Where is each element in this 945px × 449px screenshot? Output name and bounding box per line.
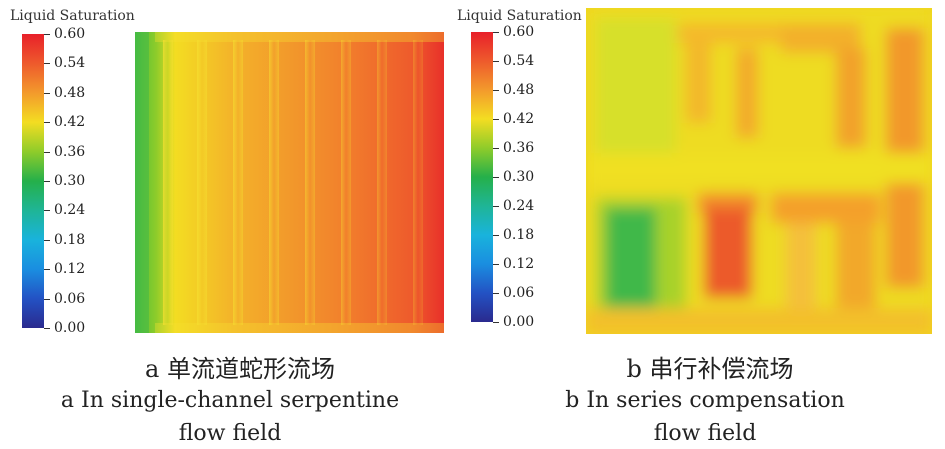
colorbar-tick — [44, 240, 50, 241]
colorbar-tick — [493, 61, 499, 62]
serpentine-channel-rib — [197, 40, 207, 325]
colorbar-tick-label: 0.24 — [54, 202, 86, 218]
colorbar-tick-label: 0.12 — [503, 256, 535, 272]
caption-a-english-line2: flow field — [178, 421, 282, 446]
colorbar-tick — [44, 210, 50, 211]
colorbar-tick-label: 0.42 — [503, 111, 535, 127]
caption-a-english-line1: a In single-channel serpentine — [60, 388, 400, 413]
colorbar-tick-label: 0.18 — [54, 232, 86, 248]
colorbar-tick — [44, 299, 50, 300]
colorbar-tick — [493, 177, 499, 178]
colorbar-tick-label: 0.24 — [503, 198, 535, 214]
colorbar-tick — [493, 206, 499, 207]
colorbar-tick — [493, 264, 499, 265]
caption-b-english-line2: flow field — [653, 421, 757, 446]
colorbar-b-title: Liquid Saturation — [457, 8, 582, 24]
colorbar-tick-label: 0.54 — [54, 55, 86, 71]
colorbar-tick — [44, 63, 50, 64]
colorbar-tick-label: 0.30 — [54, 173, 86, 189]
colorbar-tick-label: 0.18 — [503, 227, 535, 243]
colorbar-tick — [493, 293, 499, 294]
colorbar-tick-label: 0.54 — [503, 53, 535, 69]
colorbar-tick — [44, 269, 50, 270]
colorbar-tick — [493, 148, 499, 149]
colorbar-tick-label: 0.00 — [503, 314, 535, 330]
colorbar-tick — [493, 322, 499, 323]
colorbar-tick — [493, 90, 499, 91]
colorbar-tick-label: 0.48 — [54, 85, 86, 101]
colorbar-tick — [44, 181, 50, 182]
colorbar-a-title: Liquid Saturation — [10, 8, 135, 24]
colorbar-tick-label: 0.36 — [503, 140, 535, 156]
colorbar-tick — [493, 235, 499, 236]
liquid-saturation-map-series-compensation — [586, 8, 932, 334]
serpentine-channel-rib — [269, 40, 279, 325]
colorbar-tick — [493, 119, 499, 120]
colorbar-b — [471, 32, 493, 322]
colorbar-tick — [44, 34, 50, 35]
caption-b-english-line1: b In series compensation — [565, 388, 845, 413]
serpentine-channel-rib — [233, 40, 243, 325]
serpentine-channel-rib — [305, 40, 315, 325]
colorbar-tick-label: 0.60 — [503, 24, 535, 40]
colorbar-tick-label: 0.06 — [54, 291, 86, 307]
colorbar-tick — [44, 152, 50, 153]
serpentine-channel-rib — [377, 40, 387, 325]
colorbar-tick-label: 0.12 — [54, 261, 86, 277]
colorbar-tick-label: 0.00 — [54, 320, 86, 336]
colorbar-a — [22, 34, 44, 328]
serpentine-channel-rib — [341, 40, 351, 325]
colorbar-tick-label: 0.48 — [503, 82, 535, 98]
colorbar-tick-label: 0.60 — [54, 26, 86, 42]
serpentine-channel-rib — [163, 40, 173, 325]
colorbar-tick-label: 0.36 — [54, 144, 86, 160]
colorbar-tick — [44, 93, 50, 94]
colorbar-tick-label: 0.30 — [503, 169, 535, 185]
colorbar-tick-label: 0.06 — [503, 285, 535, 301]
caption-a-chinese: a 单流道蛇形流场 — [145, 355, 335, 383]
colorbar-tick — [44, 328, 50, 329]
colorbar-tick-label: 0.42 — [54, 114, 86, 130]
caption-b-chinese: b 串行补偿流场 — [626, 355, 794, 383]
liquid-saturation-map-serpentine — [135, 32, 444, 333]
colorbar-tick — [44, 122, 50, 123]
colorbar-tick — [493, 32, 499, 33]
serpentine-channel-rib — [413, 40, 423, 325]
